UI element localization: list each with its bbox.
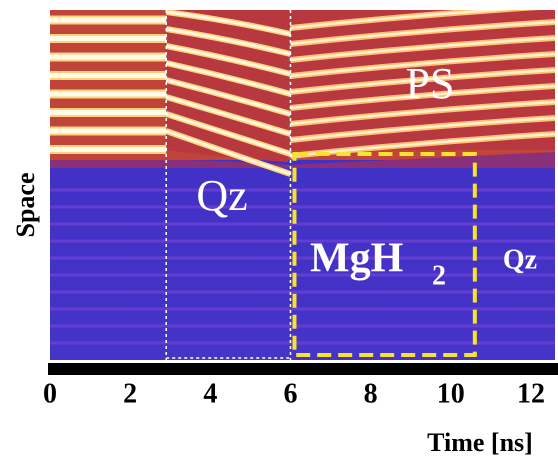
streak-image: [50, 10, 555, 360]
stripe: [290, 10, 513, 30]
label-mgh: MgH: [310, 236, 403, 282]
x-tick-label: 6: [283, 378, 297, 409]
label-mgh-sub: 2: [432, 260, 446, 291]
stripe: [290, 36, 555, 62]
label-qz: Qz: [503, 244, 537, 275]
stripe: [290, 20, 555, 46]
stripe: [165, 129, 291, 176]
stripe: [290, 52, 555, 78]
substrate-stripes: [50, 188, 555, 345]
stripe: [165, 112, 291, 156]
stripe: [166, 10, 291, 36]
x-axis-label: Time [ns]: [427, 428, 533, 457]
x-tick-label: 0: [43, 378, 57, 409]
stripe: [290, 68, 555, 94]
region-box: [292, 152, 477, 357]
x-tick-label: 2: [123, 378, 137, 409]
axis-bar: [48, 363, 558, 375]
y-axis-label: Space: [11, 173, 40, 238]
stripe: [165, 61, 291, 96]
label-qz: Qz: [196, 171, 247, 220]
x-tick-label: 4: [203, 378, 217, 409]
x-tick-label: 10: [437, 378, 465, 409]
stripe: [165, 27, 291, 56]
x-tick-label: 8: [364, 378, 378, 409]
stripe: [290, 84, 555, 110]
stripe: [165, 78, 291, 116]
stripe: [290, 116, 555, 142]
stripes: [50, 10, 555, 177]
stripe: [290, 100, 555, 126]
x-tick-label: 12: [517, 378, 545, 409]
stripe: [165, 95, 291, 136]
label-ps: PS: [406, 59, 455, 108]
stripe: [165, 44, 291, 76]
